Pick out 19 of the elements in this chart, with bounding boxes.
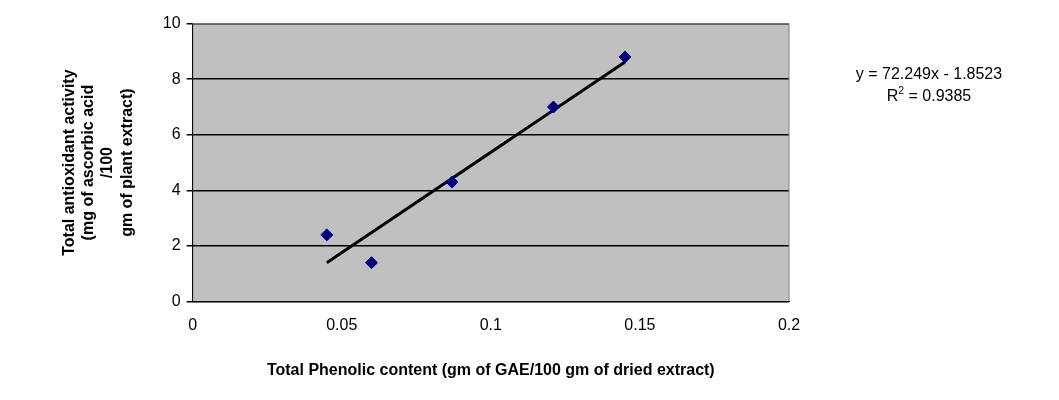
y-tick-label: 6 [171, 125, 181, 143]
text: y = 72.249x - 1.8523 [855, 64, 1003, 82]
y-tick-label: 4 [171, 180, 181, 198]
x-tick-label: 0.05 [326, 315, 358, 333]
x-tick-label: 0.15 [624, 315, 656, 333]
x-tick-label: 0.2 [777, 315, 801, 333]
point [365, 256, 379, 270]
x-tick-label: 0.1 [479, 315, 503, 333]
y-axis-title: Total antioxidant activity (mg of ascorbic acid /100 gm of plant extract) [60, 69, 135, 256]
point [618, 50, 632, 64]
point [320, 228, 334, 242]
y-tick-label: 0 [171, 292, 181, 310]
point [445, 175, 459, 189]
y-tick-label: 2 [171, 236, 181, 254]
y-tick-label: 10 [162, 14, 181, 32]
x-axis-title: Total Phenolic content (gm of GAE/100 gm of dried extract) [266, 360, 715, 378]
point [546, 100, 560, 114]
y-tick-label: 8 [171, 69, 181, 87]
x-tick-label: 0 [188, 315, 198, 333]
